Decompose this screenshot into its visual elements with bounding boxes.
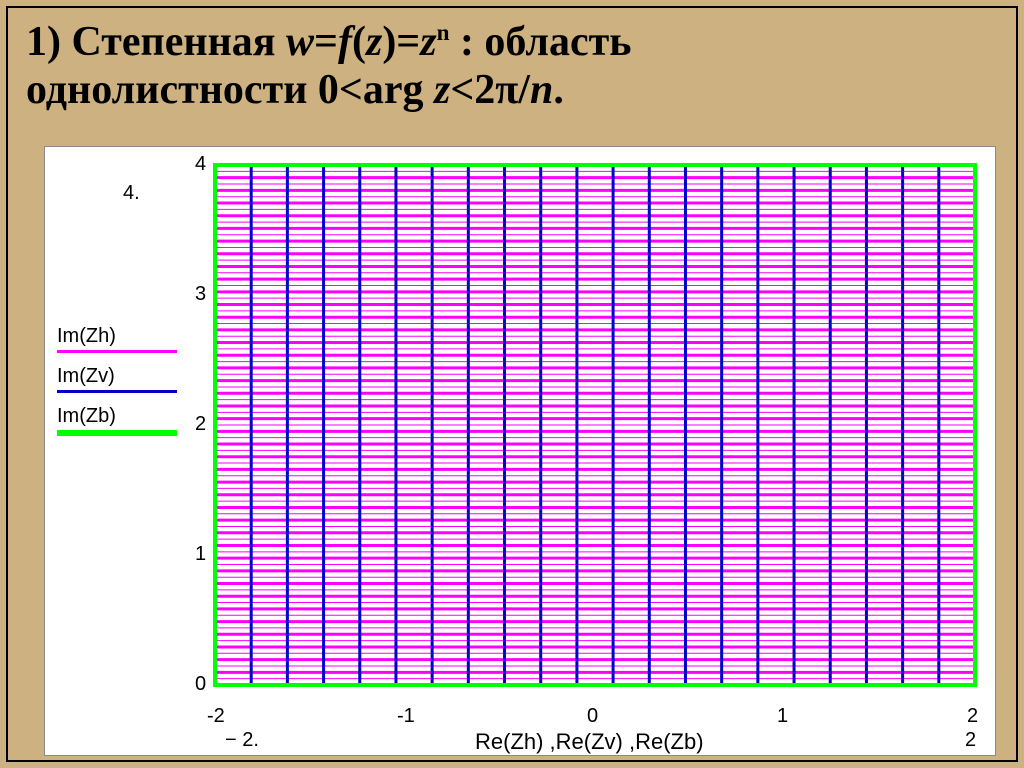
title-pi: π: [495, 67, 518, 113]
x-right-label: 2: [965, 729, 976, 752]
title-eq1: =: [314, 19, 338, 65]
y-tick-label: 2: [195, 413, 206, 436]
title-z2: z: [434, 67, 450, 113]
y-tick-label: 1: [195, 543, 206, 566]
x-tick-label: 2: [967, 705, 978, 728]
title-w: w: [286, 19, 314, 65]
title-exp: n: [437, 19, 450, 45]
legend-label: Im(Zv): [57, 365, 195, 388]
legend-item: Im(Zh): [57, 325, 195, 353]
legend: Im(Zh) Im(Zv) Im(Zb): [57, 325, 195, 448]
legend-swatch: [57, 390, 177, 393]
title-paren-open: (: [352, 19, 366, 65]
x-tick-label: -1: [397, 705, 415, 728]
legend-item: Im(Zb): [57, 405, 195, 436]
title-tail1: : область: [449, 19, 631, 65]
plot-area: [211, 161, 979, 689]
x-tick-label: 0: [587, 705, 598, 728]
title-line2-mid: <2: [450, 67, 495, 113]
legend-item: Im(Zv): [57, 365, 195, 393]
legend-swatch: [57, 350, 177, 353]
slide: 1) Степенная w=f(z)=zn : область однолис…: [0, 0, 1024, 768]
chart-panel: Im(Zh) Im(Zv) Im(Zb) 4. − 2. 2 Re(Zh) ,Re(…: [44, 146, 996, 756]
legend-swatch: [57, 430, 177, 436]
y-tick-label: 3: [195, 283, 206, 306]
title-prefix: 1) Степенная: [26, 19, 286, 65]
title-f: f: [338, 19, 352, 65]
x-axis-label: Re(Zh) ,Re(Zv) ,Re(Zb): [475, 729, 704, 755]
title-paren-close: )=: [382, 19, 420, 65]
legend-label: Im(Zh): [57, 325, 195, 348]
x-tick-label: 1: [777, 705, 788, 728]
title-dot: .: [553, 67, 564, 113]
slide-inner: 1) Степенная w=f(z)=zn : область однолис…: [6, 6, 1018, 762]
y-tick-label: 4: [195, 153, 206, 176]
y-top-label: 4.: [123, 182, 140, 205]
title-line2-pre: однолистности 0<arg: [26, 67, 434, 113]
title-slash: /: [518, 67, 530, 113]
title-zbase: z: [420, 19, 436, 65]
title-z: z: [366, 19, 382, 65]
x-tick-label: -2: [207, 705, 225, 728]
title: 1) Степенная w=f(z)=zn : область однолис…: [26, 18, 998, 115]
y-tick-label: 0: [195, 673, 206, 696]
legend-label: Im(Zb): [57, 405, 195, 428]
x-left-label: − 2.: [225, 729, 259, 752]
title-n: n: [530, 67, 553, 113]
